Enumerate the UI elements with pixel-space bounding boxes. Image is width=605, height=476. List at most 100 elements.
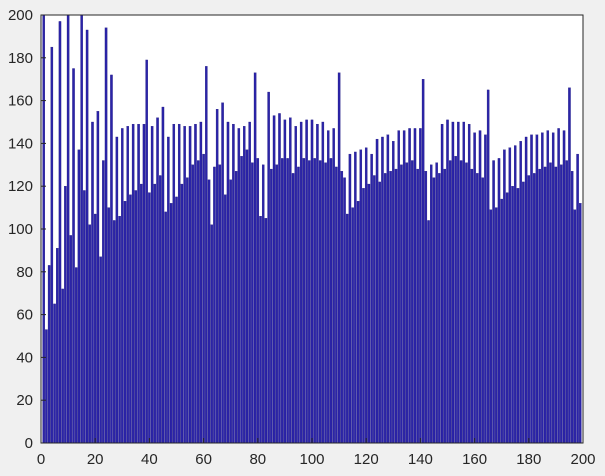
bar <box>261 164 265 444</box>
bar <box>104 27 108 444</box>
bar <box>196 160 200 444</box>
x-tick-label: 20 <box>87 451 104 468</box>
bar <box>118 216 121 444</box>
bar <box>215 109 219 444</box>
bar <box>77 149 81 444</box>
bar <box>177 123 181 444</box>
bar <box>435 162 438 444</box>
bar <box>451 121 455 444</box>
bar <box>495 207 498 444</box>
bar <box>156 117 159 444</box>
y-tick-label: 140 <box>8 135 33 152</box>
bar <box>202 153 205 444</box>
x-tick-label: 100 <box>299 451 324 468</box>
bar <box>137 123 140 444</box>
bar <box>430 164 433 444</box>
bar <box>191 164 194 444</box>
bar <box>532 173 536 444</box>
bar <box>129 194 132 444</box>
y-axis: 0 20 40 60 80 100 120 140 160 180 200 <box>8 7 46 452</box>
bar <box>508 147 512 444</box>
bar <box>153 183 157 444</box>
bar <box>462 121 465 444</box>
bar <box>164 211 167 444</box>
bar <box>245 149 249 444</box>
bar <box>75 267 78 444</box>
bar <box>172 123 176 444</box>
bar <box>240 156 243 444</box>
bar <box>427 220 430 444</box>
y-tick-label: 200 <box>8 7 33 24</box>
bar <box>421 79 425 444</box>
bar <box>351 207 354 444</box>
bar <box>93 213 97 444</box>
bar <box>218 164 222 444</box>
bar <box>378 181 381 444</box>
y-tick-label: 100 <box>8 221 33 238</box>
bar <box>522 181 525 444</box>
bar <box>381 136 384 444</box>
x-tick-label: 180 <box>516 451 541 468</box>
bar <box>80 14 83 444</box>
bar <box>313 158 316 444</box>
bar <box>383 173 387 444</box>
bar <box>205 66 208 444</box>
bar <box>576 153 579 444</box>
bar <box>61 288 64 444</box>
bar <box>321 121 325 444</box>
bar <box>543 166 547 444</box>
bar <box>473 132 476 444</box>
bar <box>484 134 487 444</box>
bar <box>167 136 170 444</box>
bar <box>50 46 54 444</box>
bar <box>332 128 335 444</box>
bar <box>253 72 257 444</box>
bar <box>229 179 232 444</box>
bar <box>69 235 73 444</box>
bar <box>546 130 550 444</box>
bar <box>514 145 517 444</box>
bar <box>194 123 197 444</box>
bar <box>72 68 75 444</box>
y-tick-label: 60 <box>16 307 33 324</box>
x-axis: 0 20 40 60 80 100 120 140 160 180 200 <box>37 438 596 468</box>
bar <box>207 179 211 444</box>
bar <box>85 29 89 444</box>
bar <box>565 160 568 444</box>
bar <box>148 192 151 444</box>
bar <box>329 158 333 444</box>
bar <box>310 119 314 444</box>
bar <box>107 207 110 444</box>
bar <box>337 72 341 444</box>
bar <box>440 123 444 444</box>
bar <box>221 102 224 444</box>
bar <box>83 190 86 444</box>
bar <box>557 128 560 444</box>
bar <box>299 121 303 444</box>
bar <box>535 134 539 444</box>
y-tick-label: 0 <box>25 435 33 452</box>
bar <box>169 203 173 444</box>
bar <box>188 126 192 444</box>
bar <box>465 162 468 444</box>
bar <box>367 183 371 444</box>
bar <box>448 160 452 444</box>
bar <box>503 149 506 444</box>
bar <box>232 123 235 444</box>
bar <box>364 147 368 444</box>
bar <box>424 171 428 444</box>
bar <box>237 128 241 444</box>
bar <box>579 203 582 444</box>
bar <box>91 121 94 444</box>
x-tick-label: 200 <box>570 451 595 468</box>
bar <box>102 160 105 444</box>
bar <box>121 128 124 444</box>
bar <box>516 188 520 444</box>
y-tick-label: 180 <box>8 50 33 67</box>
bar <box>459 160 463 444</box>
bar <box>411 160 414 444</box>
y-tick-label: 160 <box>8 93 33 110</box>
bar <box>356 201 360 444</box>
bar <box>294 126 297 444</box>
